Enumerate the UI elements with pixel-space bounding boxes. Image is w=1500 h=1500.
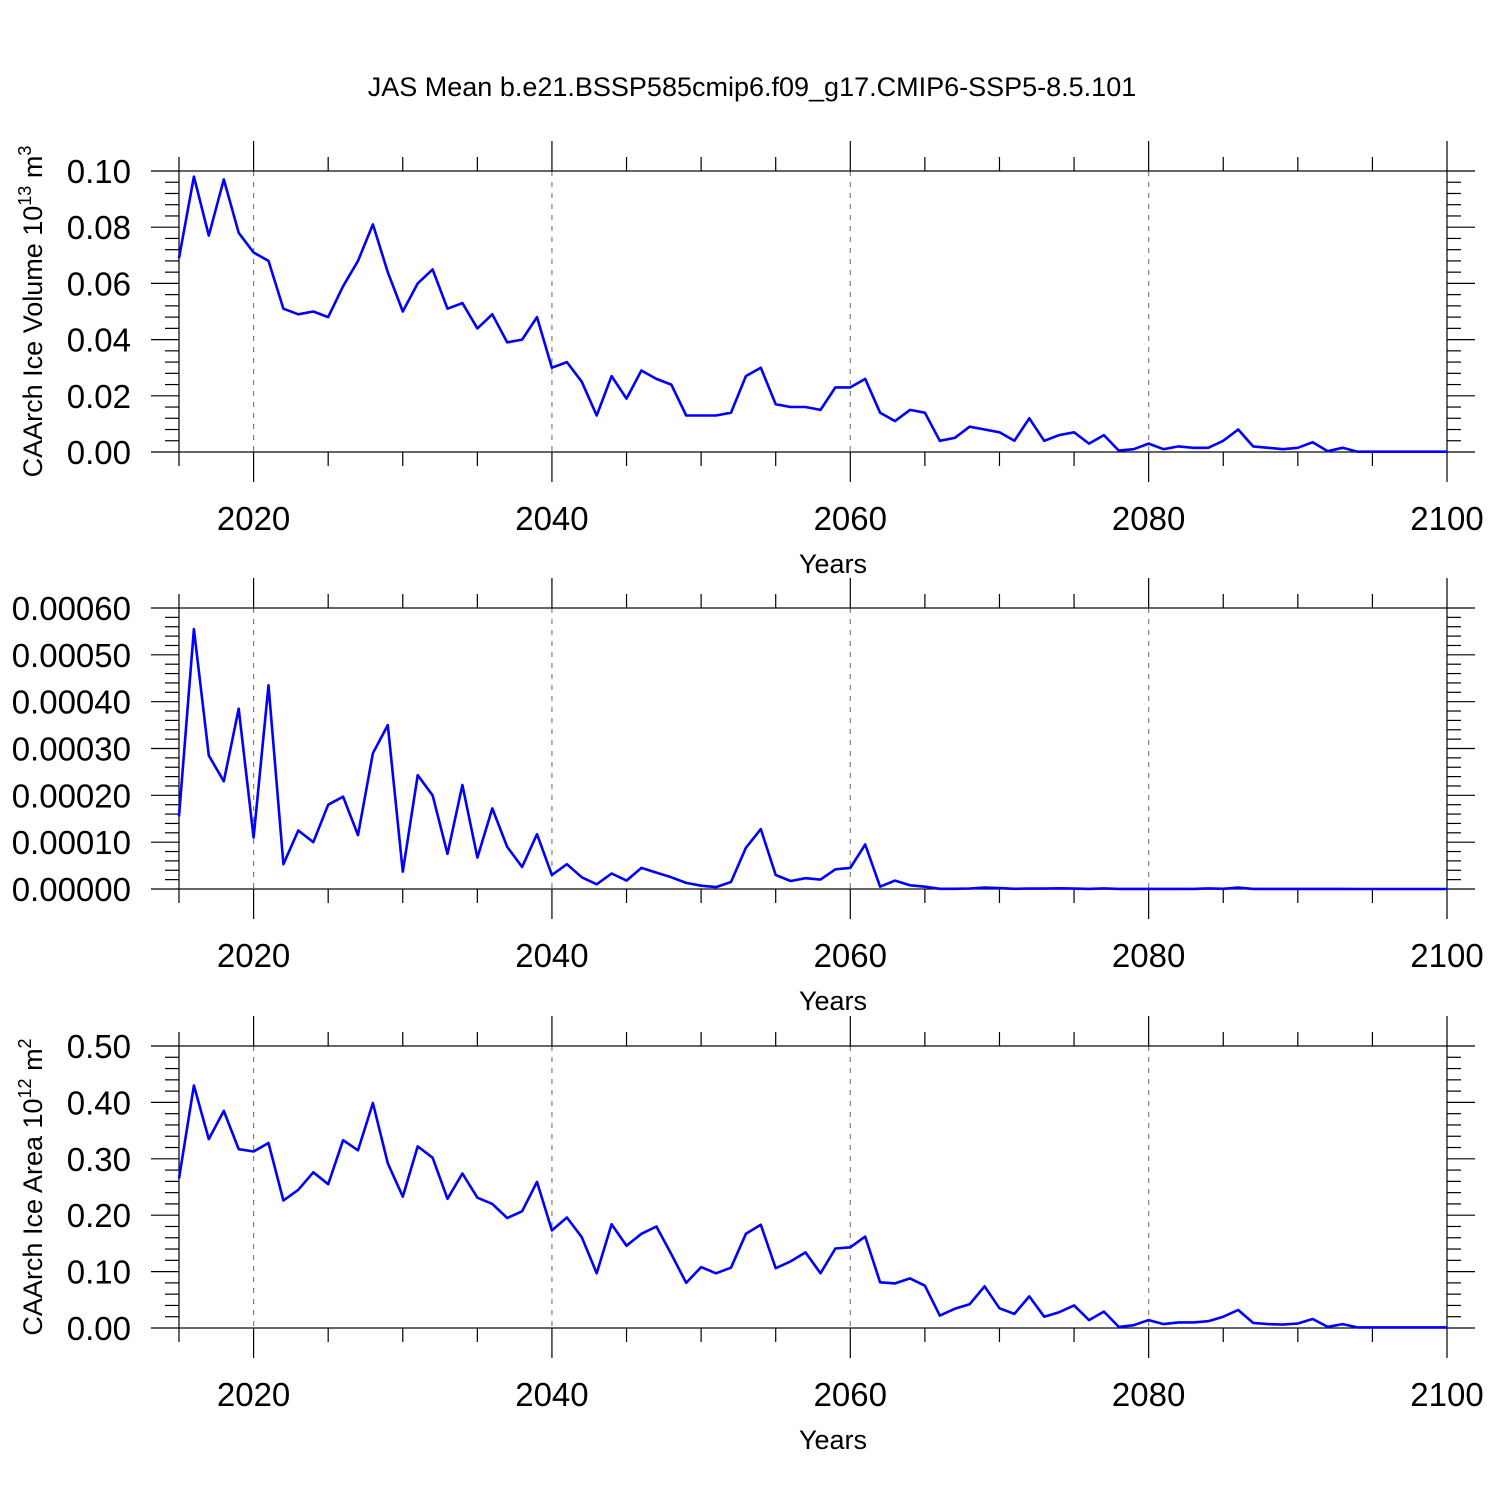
- y-axis-label: CAArch Ice Area 1012 m2: [15, 1038, 48, 1335]
- x-tick-label: 2020: [217, 1376, 290, 1413]
- x-axis-label: Years: [799, 549, 867, 579]
- panel-ice-volume: 2020 2040 2060 2080 2100 0.00 0.02 0.04 0.06 0.08…: [15, 141, 1484, 579]
- x-tick-label: 2080: [1112, 1376, 1185, 1413]
- x-tick-label: 2040: [515, 937, 588, 974]
- data-series-line: [177, 627, 1447, 891]
- data-series-line: [177, 1084, 1447, 1329]
- y-tick-label: 0.10: [67, 153, 131, 190]
- x-axis-label: Years: [799, 1425, 867, 1455]
- y-tick-label: 0.00040: [12, 684, 131, 721]
- x-tick-label: 2060: [814, 500, 887, 537]
- x-tick-label: 2060: [814, 937, 887, 974]
- x-tick-label: 2040: [515, 1376, 588, 1413]
- x-tick-label: 2020: [217, 500, 290, 537]
- y-tick-label: 0.00020: [12, 777, 131, 814]
- panel-series-2: 2020 2040 2060 2080 2100 0.00000 0.00010 0.0002…: [12, 578, 1484, 1016]
- x-tick-label: 2040: [515, 500, 588, 537]
- y-tick-label: 0.00060: [12, 590, 131, 627]
- y-tick-label: 0.02: [67, 378, 131, 415]
- y-tick-label: 0.00010: [12, 824, 131, 861]
- y-tick-label: 0.20: [67, 1197, 131, 1234]
- y-axis-label: CAArch Ice Volume 1013 m3: [15, 146, 48, 478]
- y-tick-label: 0.08: [67, 209, 131, 246]
- y-tick-label: 0.00030: [12, 731, 131, 768]
- y-tick-label: 0.00000: [12, 871, 131, 908]
- y-tick-label: 0.10: [67, 1254, 131, 1291]
- x-tick-label: 2100: [1410, 937, 1483, 974]
- x-tick-label: 2020: [217, 937, 290, 974]
- y-tick-label: 0.04: [67, 322, 131, 359]
- x-tick-label: 2060: [814, 1376, 887, 1413]
- y-tick-label: 0.00: [67, 1310, 131, 1347]
- y-tick-label: 0.06: [67, 265, 131, 302]
- y-tick-label: 0.00: [67, 434, 131, 471]
- y-tick-label: 0.40: [67, 1084, 131, 1121]
- x-tick-label: 2080: [1112, 937, 1185, 974]
- y-tick-label: 0.30: [67, 1141, 131, 1178]
- y-tick-label: 0.50: [67, 1028, 131, 1065]
- x-tick-label: 2100: [1410, 500, 1483, 537]
- plot-frame: [178, 170, 1448, 453]
- x-tick-label: 2080: [1112, 500, 1185, 537]
- data-series-line: [177, 175, 1447, 454]
- plot-frame: [178, 1045, 1448, 1329]
- x-axis-label: Years: [799, 986, 867, 1016]
- x-tick-label: 2100: [1410, 1376, 1483, 1413]
- y-tick-label: 0.00050: [12, 637, 131, 674]
- figure-title: JAS Mean b.e21.BSSP585cmip6.f09_g17.CMIP…: [368, 72, 1136, 102]
- panel-ice-area: 2020 2040 2060 2080 2100 0.00 0.10 0.20 0.30 0.40…: [15, 1016, 1484, 1455]
